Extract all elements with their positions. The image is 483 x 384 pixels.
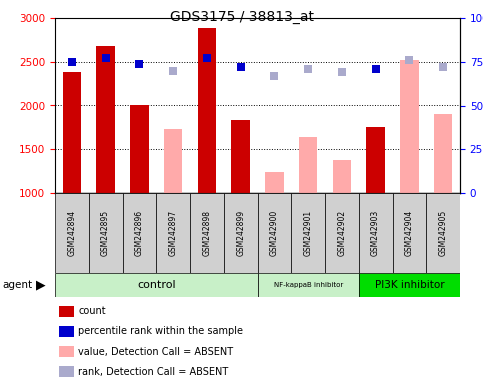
Text: GSM242902: GSM242902 — [337, 210, 346, 256]
Text: GSM242899: GSM242899 — [236, 210, 245, 256]
Text: GSM242896: GSM242896 — [135, 210, 144, 256]
Bar — [257, 193, 291, 273]
Text: GDS3175 / 38813_at: GDS3175 / 38813_at — [170, 10, 313, 23]
Bar — [231, 120, 250, 193]
Text: GSM242904: GSM242904 — [405, 210, 414, 256]
Text: GSM242901: GSM242901 — [304, 210, 313, 256]
Bar — [325, 193, 359, 273]
Text: PI3K inhibitor: PI3K inhibitor — [374, 280, 444, 290]
Bar — [359, 273, 460, 296]
Bar — [156, 193, 190, 273]
Point — [203, 55, 211, 61]
Text: GSM242898: GSM242898 — [202, 210, 212, 256]
Point — [270, 73, 278, 79]
Bar — [393, 193, 426, 273]
Text: NF-kappaB inhibitor: NF-kappaB inhibitor — [273, 282, 343, 288]
Bar — [59, 346, 74, 357]
Point — [169, 68, 177, 74]
Bar — [299, 137, 317, 193]
Text: count: count — [78, 306, 106, 316]
Bar — [333, 160, 351, 193]
Text: GSM242905: GSM242905 — [439, 210, 448, 256]
Point — [304, 66, 312, 72]
Bar — [359, 193, 393, 273]
Bar — [55, 273, 257, 296]
Text: GSM242903: GSM242903 — [371, 210, 380, 256]
Bar — [89, 193, 123, 273]
Bar — [190, 193, 224, 273]
Bar — [63, 72, 81, 193]
Point — [136, 60, 143, 66]
Bar — [224, 193, 257, 273]
Bar — [366, 127, 385, 193]
Bar — [96, 46, 115, 193]
Bar — [130, 106, 149, 193]
Point — [68, 59, 76, 65]
Text: value, Detection Call = ABSENT: value, Detection Call = ABSENT — [78, 347, 233, 357]
Text: GSM242897: GSM242897 — [169, 210, 178, 256]
Point — [439, 64, 447, 70]
Text: GSM242895: GSM242895 — [101, 210, 110, 256]
Bar — [198, 28, 216, 193]
Text: agent: agent — [2, 280, 32, 290]
Text: GSM242894: GSM242894 — [67, 210, 76, 256]
Bar — [59, 366, 74, 377]
Bar — [59, 306, 74, 317]
Text: percentile rank within the sample: percentile rank within the sample — [78, 326, 243, 336]
Bar — [426, 193, 460, 273]
Point — [372, 66, 380, 72]
Bar — [123, 193, 156, 273]
Text: ▶: ▶ — [36, 278, 46, 291]
Bar — [55, 193, 89, 273]
Bar — [400, 60, 419, 193]
Point — [406, 57, 413, 63]
Bar — [257, 273, 359, 296]
Text: rank, Detection Call = ABSENT: rank, Detection Call = ABSENT — [78, 367, 228, 377]
Bar — [164, 129, 183, 193]
Point — [237, 64, 244, 70]
Text: GSM242900: GSM242900 — [270, 210, 279, 256]
Bar — [265, 172, 284, 193]
Bar — [59, 326, 74, 337]
Bar — [434, 114, 453, 193]
Point — [338, 69, 346, 75]
Text: control: control — [137, 280, 175, 290]
Bar — [291, 193, 325, 273]
Point — [102, 55, 110, 61]
